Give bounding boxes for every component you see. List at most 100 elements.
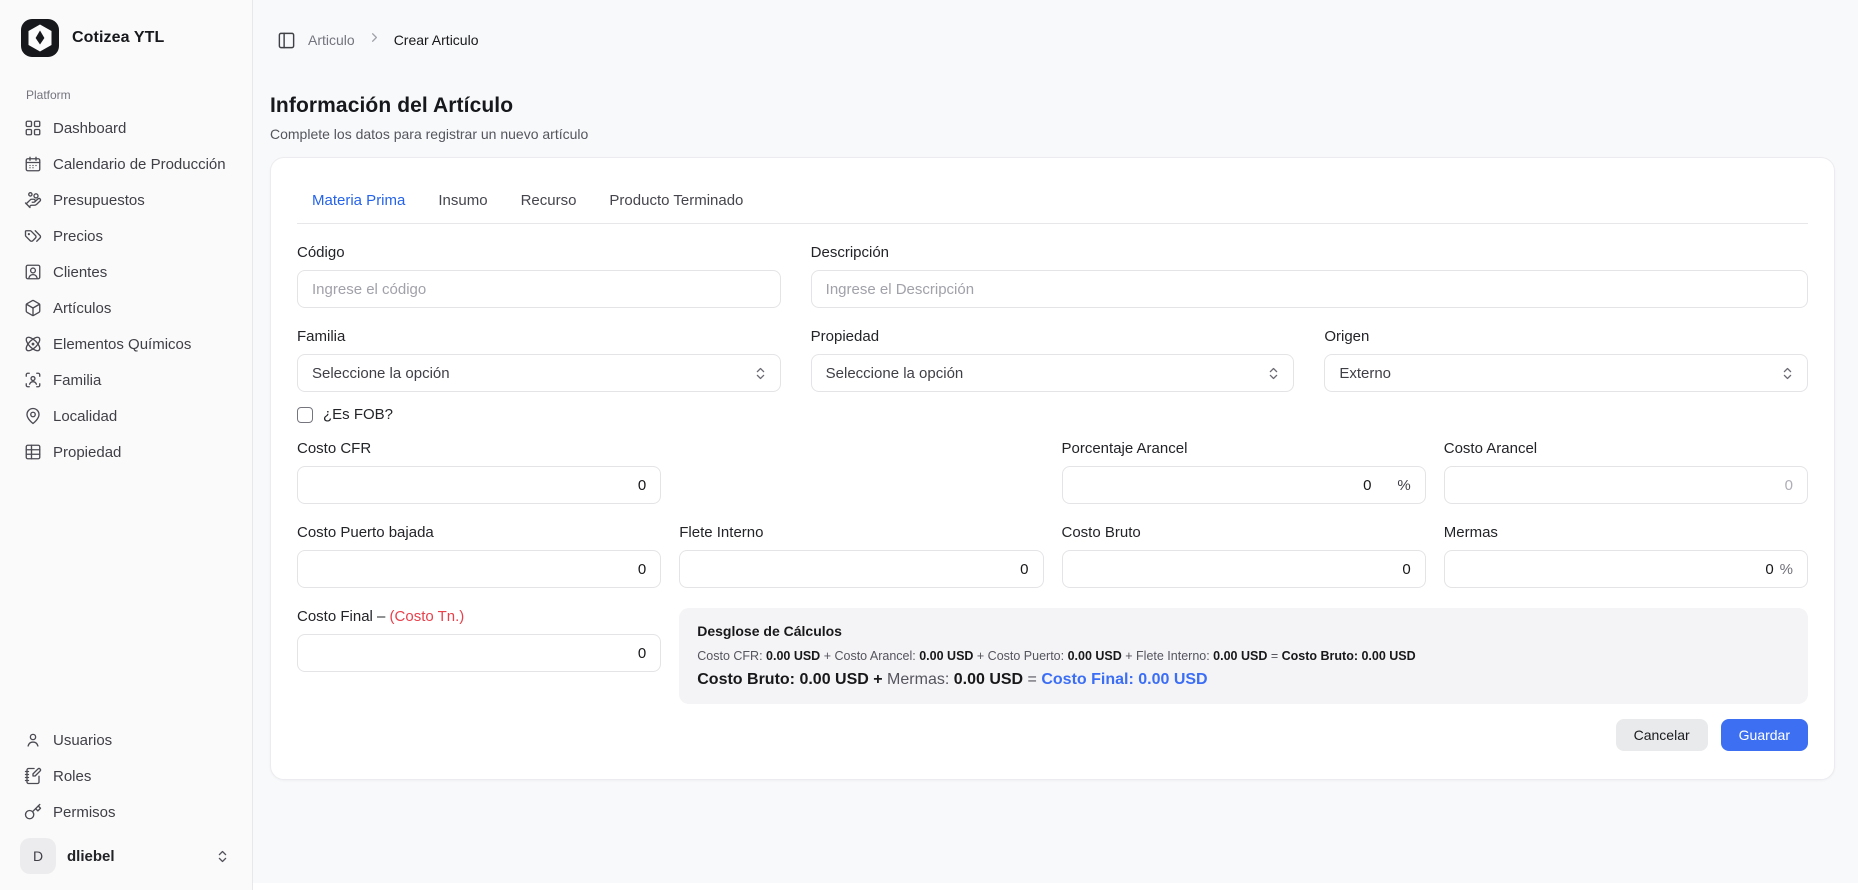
main-content: Articulo Crear Articulo Información del … <box>253 0 1858 890</box>
sidebar-section-label: Platform <box>26 88 71 102</box>
costo-final-label: Costo Final – (Costo Tn.) <box>297 608 465 625</box>
sidebar-item-presupuestos[interactable]: Presupuestos <box>12 182 240 218</box>
hand-coins-icon <box>24 192 42 209</box>
es-fob-label: ¿Es FOB? <box>323 406 394 423</box>
porcentaje-arancel-inputbox: % <box>1061 466 1426 504</box>
origen-select-value: Externo <box>1339 364 1392 382</box>
breadcrumb: Articulo Crear Articulo <box>270 0 1835 50</box>
field-flete-interno: Flete Interno <box>679 524 1044 588</box>
costo-arancel-label: Costo Arancel <box>1443 440 1538 457</box>
tabs-divider <box>297 223 1808 224</box>
desglose-line1: Costo CFR: 0.00 USD + Costo Arancel: 0.0… <box>697 649 1416 663</box>
tab-materia-prima[interactable]: Materia Prima <box>312 192 406 209</box>
propiedad-select[interactable]: Seleccione la opción <box>810 354 1295 392</box>
costo-cfr-label: Costo CFR <box>297 440 372 457</box>
form-actions: Cancelar Guardar <box>297 719 1808 751</box>
sidebar-item-elementos-quimicos[interactable]: Elementos Químicos <box>12 326 240 362</box>
page-subtitle: Complete los datos para registrar un nue… <box>270 126 589 142</box>
tab-insumo[interactable]: Insumo <box>438 192 488 209</box>
breadcrumb-parent[interactable]: Articulo <box>308 32 355 48</box>
familia-select-value: Seleccione la opción <box>312 364 450 382</box>
origen-select[interactable]: Externo <box>1324 354 1808 392</box>
percent-suffix: % <box>1397 476 1411 494</box>
field-codigo: Código <box>297 244 781 308</box>
sidebar-item-label: Elementos Químicos <box>53 335 192 353</box>
sidebar-item-label: Familia <box>53 371 102 389</box>
contact-card-icon <box>25 264 41 280</box>
propiedad-label: Propiedad <box>810 328 880 345</box>
sidebar-item-label: Roles <box>53 767 92 785</box>
sidebar-item-localidad[interactable]: Localidad <box>12 398 240 434</box>
notebook-pen-icon <box>24 767 42 785</box>
sidebar-item-familia[interactable]: Familia <box>12 362 240 398</box>
sidebar-item-calendario[interactable]: Calendario de Producción <box>12 146 240 182</box>
sidebar-item-permisos[interactable]: Permisos <box>12 794 240 830</box>
flete-interno-label: Flete Interno <box>679 524 764 541</box>
tab-list: Materia Prima Insumo Recurso Producto Te… <box>297 192 1808 223</box>
table-icon <box>25 444 41 460</box>
codigo-input[interactable] <box>297 270 781 308</box>
package-icon <box>25 299 41 317</box>
sidebar-item-usuarios[interactable]: Usuarios <box>12 722 240 758</box>
map-pin-icon <box>26 407 40 425</box>
mermas-input[interactable] <box>1458 560 1774 578</box>
brand[interactable]: Cotizea YTL <box>12 14 240 62</box>
sidebar-item-label: Artículos <box>53 299 112 317</box>
sidebar-item-roles[interactable]: Roles <box>12 758 240 794</box>
porcentaje-arancel-label: Porcentaje Arancel <box>1061 440 1188 457</box>
porcentaje-arancel-input[interactable] <box>1076 476 1372 494</box>
mermas-inputbox: % <box>1443 550 1808 588</box>
costo-cfr-input[interactable] <box>297 466 662 504</box>
tab-producto-terminado[interactable]: Producto Terminado <box>609 192 744 209</box>
sidebar-item-propiedad[interactable]: Propiedad <box>12 434 240 470</box>
field-costo-bruto: Costo Bruto <box>1061 524 1426 588</box>
user-name: dliebel <box>67 847 115 865</box>
save-button[interactable]: Guardar <box>1720 719 1808 751</box>
descripcion-input[interactable] <box>810 270 1808 308</box>
percent-suffix: % <box>1779 560 1793 578</box>
sidebar-item-label: Propiedad <box>53 443 122 461</box>
user-menu[interactable]: D dliebel <box>12 830 240 878</box>
sidebar-item-clientes[interactable]: Clientes <box>12 254 240 290</box>
sidebar-item-label: Usuarios <box>53 731 113 749</box>
field-origen: Origen Externo <box>1324 328 1808 392</box>
field-costo-cfr: Costo CFR <box>297 440 662 504</box>
field-costo-arancel: Costo Arancel <box>1443 440 1808 504</box>
breadcrumb-current: Crear Articulo <box>393 32 479 48</box>
field-propiedad: Propiedad Seleccione la opción <box>810 328 1295 392</box>
scan-user-icon <box>25 372 41 388</box>
article-form-card: Materia Prima Insumo Recurso Producto Te… <box>270 157 1835 780</box>
cancel-button[interactable]: Cancelar <box>1615 719 1708 751</box>
atom-icon <box>25 336 41 352</box>
sidebar-item-dashboard[interactable]: Dashboard <box>12 110 240 146</box>
familia-select[interactable]: Seleccione la opción <box>297 354 781 392</box>
horizontal-scrollbar[interactable] <box>253 883 1858 890</box>
field-costo-puerto: Costo Puerto bajada <box>297 524 662 588</box>
sidebar-item-precios[interactable]: Precios <box>12 218 240 254</box>
es-fob-checkbox[interactable] <box>297 406 313 423</box>
sidebar-item-label: Dashboard <box>53 119 127 137</box>
field-es-fob: ¿Es FOB? <box>297 406 1808 423</box>
costo-puerto-input[interactable] <box>297 550 662 588</box>
desglose-line2: Costo Bruto: 0.00 USD + Mermas: 0.00 USD… <box>697 671 1208 688</box>
chevrons-up-down-icon <box>756 367 764 379</box>
brand-name: Cotizea YTL <box>72 29 165 46</box>
familia-label: Familia <box>297 328 346 345</box>
page-title: Información del Artículo <box>270 94 514 117</box>
tab-recurso[interactable]: Recurso <box>520 192 577 209</box>
origen-label: Origen <box>1324 328 1370 345</box>
sidebar: Cotizea YTL Platform Dashboard Calendari… <box>0 0 253 890</box>
user-icon <box>27 733 39 747</box>
flete-interno-input[interactable] <box>679 550 1044 588</box>
costo-arancel-input <box>1443 466 1808 504</box>
costo-final-input[interactable] <box>297 634 662 672</box>
field-porcentaje-arancel: Porcentaje Arancel % <box>1061 440 1426 504</box>
costo-tn-note: (Costo Tn.) <box>389 608 465 625</box>
costo-puerto-label: Costo Puerto bajada <box>297 524 434 541</box>
sidebar-toggle-icon[interactable] <box>277 31 296 50</box>
sidebar-item-label: Localidad <box>53 407 118 425</box>
sidebar-item-articulos[interactable]: Artículos <box>12 290 240 326</box>
sidebar-item-label: Clientes <box>53 263 108 281</box>
costo-bruto-input[interactable] <box>1061 550 1426 588</box>
desglose-title: Desglose de Cálculos <box>697 623 842 639</box>
